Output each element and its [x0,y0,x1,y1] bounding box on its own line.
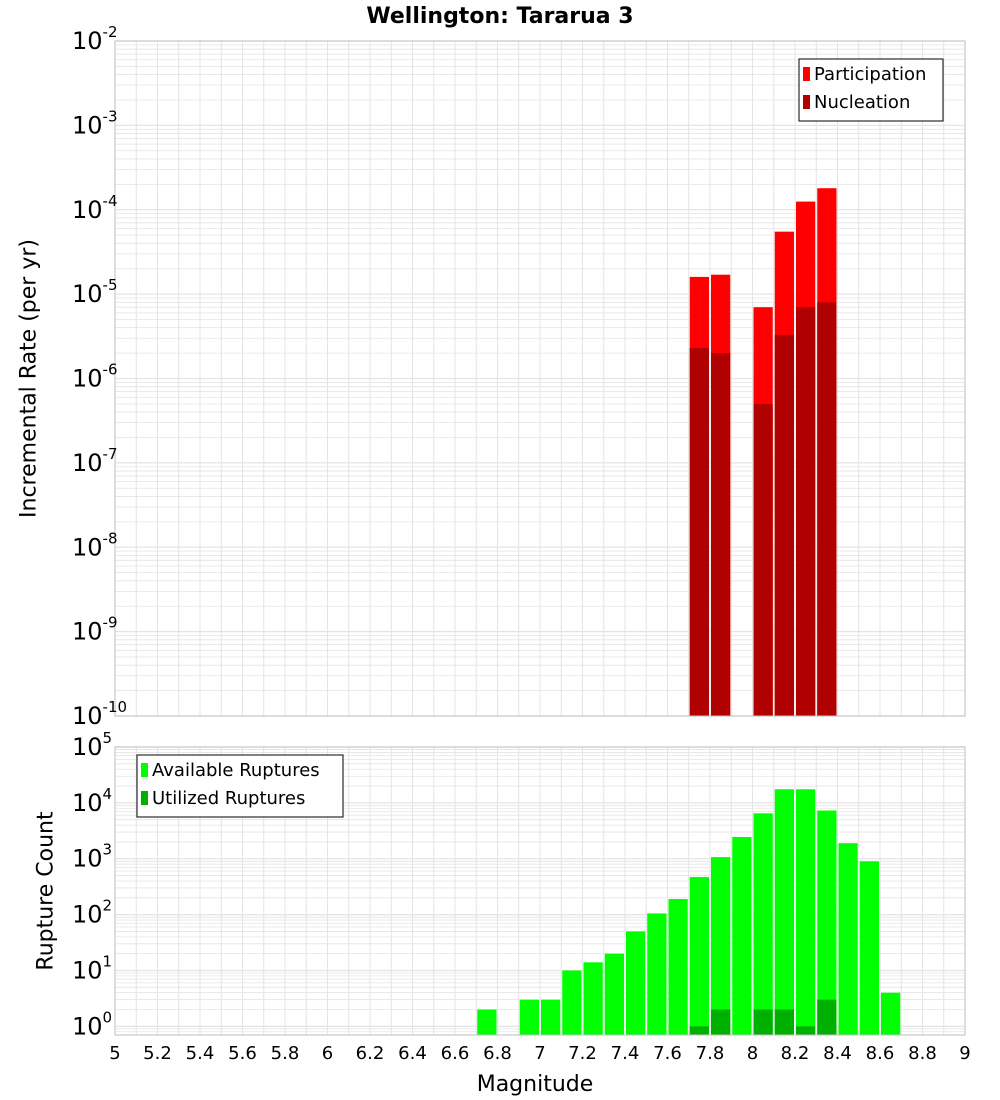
count-bar-utilized-ruptures [796,1026,816,1035]
x-tick-label: 7.4 [611,1043,640,1064]
count-bar-available-ruptures [626,931,646,1035]
legend-box [798,58,944,122]
x-tick-label: 5 [109,1043,120,1064]
count-bar-available-ruptures [689,877,709,1035]
x-tick-label: 6.4 [398,1043,427,1064]
y-tick-label: 10-8 [72,529,118,561]
count-bar-utilized-ruptures [689,1026,709,1035]
legend-swatch [803,95,810,109]
chart-title: Wellington: Tararua 3 [366,4,633,29]
count-plot-frame [114,746,966,1036]
x-tick-label: 9 [959,1043,970,1064]
x-tick-label: 6 [322,1043,333,1064]
count-bar-available-ruptures [753,813,773,1035]
x-tick-label: 7.8 [696,1043,725,1064]
count-panel: 100 101 102 103 104 105 5 5.2 5.4 5.6 5.8 6 6.2 6.4 6… [34,729,971,1097]
y-tick-label: 10-5 [72,276,118,308]
count-bar-available-ruptures [562,970,582,1035]
legend-swatch [141,763,148,777]
y-tick-label: 10-3 [72,107,118,139]
y-tick-label: 104 [72,785,112,817]
count-bars [477,789,901,1035]
count-bar-available-ruptures [583,962,603,1035]
rate-panel: 10-10 10-9 10-8 10-7 10-6 10-5 10-4 10-3 10-2 In… [17,23,966,730]
rate-y-axis-label: Incremental Rate (per yr) [17,239,42,518]
legend-swatch [141,791,148,805]
y-tick-label: 101 [72,952,112,984]
y-tick-label: 10-9 [72,614,118,646]
x-tick-label: 5.4 [186,1043,215,1064]
count-bar-available-ruptures [604,953,624,1035]
legend-swatch [803,67,810,81]
x-tick-label: 6.2 [356,1043,385,1064]
rate-y-ticks: 10-10 10-9 10-8 10-7 10-6 10-5 10-4 10-3 10-2 [72,23,127,730]
count-bar-available-ruptures [711,857,731,1035]
x-tick-label: 5.6 [228,1043,257,1064]
count-y-axis-label: Rupture Count [34,811,59,971]
y-tick-label: 10-6 [72,361,118,393]
rate-bars [689,188,837,717]
x-tick-label: 8.4 [823,1043,852,1064]
rate-plot-frame [114,40,966,717]
magnitude-x-ticks: 5 5.2 5.4 5.6 5.8 6 6.2 6.4 6.6 6.8 7 7.2 7.4 7.6 7.8 8… [109,1043,970,1064]
count-legend: Available Ruptures Utilized Ruptures [136,754,344,818]
legend-label: Available Ruptures [152,760,320,781]
rate-bar-nucleation [796,307,816,716]
count-bar-available-ruptures [817,810,837,1035]
count-bar-available-ruptures [774,789,794,1035]
count-bar-available-ruptures [732,836,752,1035]
y-tick-label: 100 [72,1008,112,1040]
count-bar-available-ruptures [668,899,688,1035]
x-tick-label: 6.6 [441,1043,470,1064]
y-tick-label: 10-2 [72,23,118,55]
rate-bar-nucleation [711,353,731,716]
rate-grid [114,40,966,717]
count-bar-utilized-ruptures [711,1009,731,1035]
rate-legend: Participation Nucleation [798,58,944,122]
x-tick-label: 7 [534,1043,545,1064]
count-bar-available-ruptures [541,999,561,1035]
x-tick-label: 5.8 [271,1043,300,1064]
count-bar-available-ruptures [647,913,667,1035]
x-tick-label: 8.2 [781,1043,810,1064]
x-tick-label: 8.8 [908,1043,937,1064]
rate-bar-nucleation [774,334,794,716]
legend-label: Nucleation [814,92,910,113]
y-tick-label: 10-4 [72,192,118,224]
legend-label: Utilized Ruptures [152,788,305,809]
y-tick-label: 10-10 [72,698,127,730]
count-bar-available-ruptures [477,1009,497,1035]
x-axis-label: Magnitude [477,1072,594,1097]
count-bar-utilized-ruptures [817,999,837,1035]
rate-bar-nucleation [817,302,837,716]
rate-bar-nucleation [753,403,773,716]
legend-label: Participation [814,64,926,85]
count-bar-utilized-ruptures [774,1009,794,1035]
x-tick-label: 5.2 [143,1043,172,1064]
count-bar-available-ruptures [838,843,858,1035]
x-tick-label: 8.6 [866,1043,895,1064]
count-bar-available-ruptures [881,992,901,1035]
count-bar-available-ruptures [859,861,879,1035]
x-tick-label: 7.6 [653,1043,682,1064]
y-tick-label: 103 [72,841,112,873]
count-y-ticks: 100 101 102 103 104 105 [72,729,112,1040]
x-tick-label: 8 [747,1043,758,1064]
y-tick-label: 105 [72,729,112,761]
legend-box [136,754,344,818]
rate-bar-nucleation [689,347,709,716]
count-bar-available-ruptures [796,789,816,1035]
count-bar-available-ruptures [519,999,539,1035]
y-tick-label: 10-7 [72,445,118,477]
x-tick-label: 6.8 [483,1043,512,1064]
x-tick-label: 7.2 [568,1043,597,1064]
y-tick-label: 102 [72,897,112,929]
count-bar-utilized-ruptures [753,1009,773,1035]
